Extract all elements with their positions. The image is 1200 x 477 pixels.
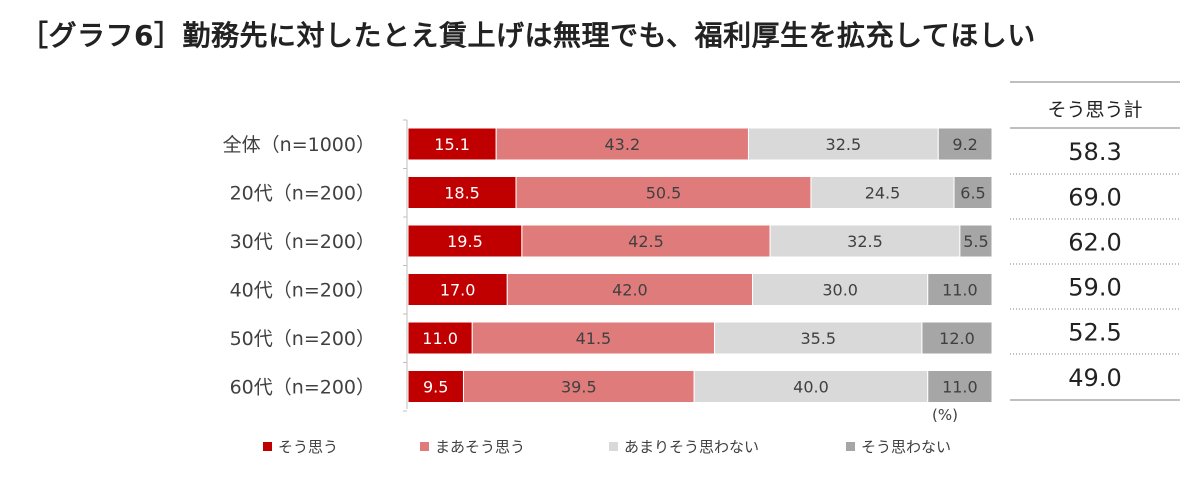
- legend-swatch: [420, 442, 429, 451]
- bar-value-label: 43.2: [605, 135, 641, 154]
- bar-segment: [810, 176, 955, 209]
- bar-segment: [937, 127, 993, 161]
- bar-segment: [506, 273, 754, 306]
- bar-value-label: 11.0: [942, 378, 978, 397]
- bar-segment: [921, 321, 993, 355]
- total-value: 69.0: [1068, 184, 1121, 212]
- bar-value-label: 9.5: [423, 378, 448, 397]
- bar-value-label: 32.5: [826, 135, 862, 154]
- legend-swatch: [846, 442, 855, 451]
- bar-segment: [959, 224, 993, 258]
- bar-segment: [953, 176, 993, 209]
- bar-value-label: 5.5: [963, 232, 988, 251]
- legend-item: そう思う: [263, 436, 338, 457]
- bar-segment: [407, 370, 464, 403]
- bar-segment: [495, 127, 749, 161]
- bar-value-label: 19.5: [447, 232, 483, 251]
- bar-segment: [407, 224, 523, 258]
- total-value: 62.0: [1068, 229, 1121, 257]
- bar-value-label: 50.5: [646, 184, 682, 203]
- total-value: 58.3: [1068, 138, 1121, 166]
- bar-value-label: 40.0: [793, 378, 829, 397]
- legend-label: そう思う: [278, 438, 339, 456]
- bar-value-label: 24.5: [865, 184, 901, 203]
- total-value: 49.0: [1068, 364, 1121, 392]
- total-value: 59.0: [1068, 274, 1121, 302]
- bar-segment: [693, 370, 929, 403]
- totals-header: そう思う計: [1047, 99, 1142, 121]
- bar-value-label: 11.0: [942, 281, 978, 300]
- bar-segment: [515, 176, 812, 209]
- category-label: 20代（n=200）: [230, 183, 375, 205]
- bar-value-label: 41.5: [576, 329, 612, 348]
- bar-segment: [407, 273, 508, 306]
- bar-value-label: 6.5: [960, 184, 985, 203]
- bar-value-label: 32.5: [847, 232, 883, 251]
- bar-value-label: 18.5: [444, 184, 480, 203]
- bar-segment: [769, 224, 961, 258]
- bar-value-label: 35.5: [800, 329, 836, 348]
- category-label: 全体（n=1000）: [223, 134, 375, 156]
- bar-segment: [407, 176, 517, 209]
- category-label: 50代（n=200）: [230, 328, 375, 350]
- chart-title: ［グラフ6］勤務先に対したとえ賃上げは無理でも、福利厚生を拡充してほしい: [20, 19, 1036, 52]
- bar-segment: [927, 370, 993, 403]
- bar-segment: [407, 321, 473, 355]
- bar-segment: [407, 127, 497, 161]
- bar-segment: [521, 224, 771, 258]
- bar-value-label: 17.0: [440, 281, 476, 300]
- bar-segment: [752, 273, 929, 306]
- legend-label: そう思わない: [861, 438, 952, 456]
- category-label: 60代（n=200）: [230, 377, 375, 399]
- bar-value-label: 42.0: [612, 281, 648, 300]
- legend-item: まあそう思う: [420, 436, 525, 457]
- legend-swatch: [263, 442, 272, 451]
- legend-swatch: [609, 442, 618, 451]
- category-label: 30代（n=200）: [230, 231, 375, 253]
- legend-item: あまりそう思わない: [609, 436, 759, 457]
- legend: そう思う まあそう思う あまりそう思わない そう思わない: [0, 436, 1200, 460]
- bar-value-label: 11.0: [422, 329, 458, 348]
- bar-value-label: 30.0: [822, 281, 858, 300]
- legend-item: そう思わない: [846, 436, 951, 457]
- bar-value-label: 42.5: [628, 232, 664, 251]
- bar-value-label: 12.0: [939, 329, 975, 348]
- legend-label: あまりそう思わない: [624, 438, 760, 456]
- unit-label: (%): [932, 406, 958, 424]
- total-value: 52.5: [1068, 319, 1121, 347]
- bar-segment: [714, 321, 923, 355]
- bar-value-label: 9.2: [952, 135, 977, 154]
- bar-segment: [927, 273, 993, 306]
- category-label: 40代（n=200）: [230, 280, 375, 302]
- bar-value-label: 15.1: [434, 135, 470, 154]
- legend-label: まあそう思う: [435, 438, 526, 456]
- bar-segment: [462, 370, 695, 403]
- bar-value-label: 39.5: [561, 378, 597, 397]
- bar-segment: [471, 321, 716, 355]
